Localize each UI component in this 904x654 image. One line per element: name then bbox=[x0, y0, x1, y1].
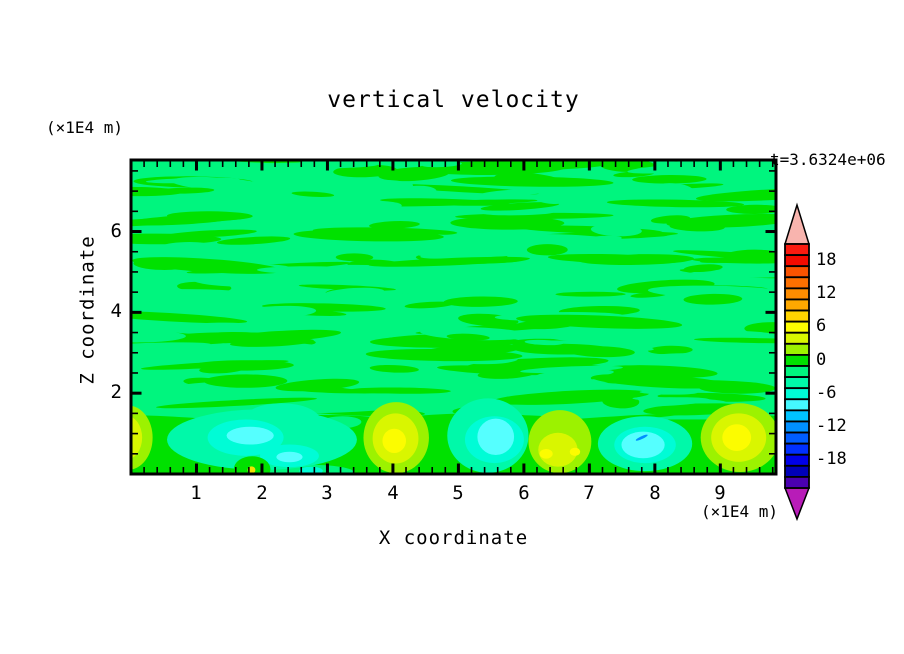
z-axis-unit-label: (×1E4 m) bbox=[46, 118, 124, 137]
x-tick-label-6: 6 bbox=[518, 482, 530, 504]
colorbar-label-6: 6 bbox=[816, 316, 827, 336]
colorbar-label-18: 18 bbox=[816, 250, 837, 270]
x-axis-unit-label: (×1E4 m) bbox=[700, 502, 778, 521]
x-tick-label-2: 2 bbox=[256, 482, 268, 504]
x-tick-label-9: 9 bbox=[714, 482, 726, 504]
x-tick-label-1: 1 bbox=[190, 482, 202, 504]
z-tick-label-6: 6 bbox=[110, 220, 122, 242]
colorbar-label-neg18: -18 bbox=[816, 449, 847, 469]
x-tick-label-5: 5 bbox=[452, 482, 464, 504]
x-tick-label-8: 8 bbox=[649, 482, 661, 504]
z-tick-label-4: 4 bbox=[110, 300, 122, 322]
colorbar-label-0: 0 bbox=[816, 350, 827, 370]
colorbar-label-12: 12 bbox=[816, 283, 837, 303]
x-tick-label-7: 7 bbox=[583, 482, 595, 504]
plot-title: vertical velocity bbox=[327, 87, 580, 113]
x-tick-label-4: 4 bbox=[387, 482, 399, 504]
colorbar-label-neg12: -12 bbox=[816, 416, 847, 436]
time-annotation: t=3.6324e+06 bbox=[770, 150, 886, 169]
z-tick-label-2: 2 bbox=[110, 381, 122, 403]
x-axis-title: X coordinate bbox=[378, 527, 529, 549]
colorbar-label-neg6: -6 bbox=[816, 383, 837, 403]
x-tick-label-3: 3 bbox=[321, 482, 333, 504]
